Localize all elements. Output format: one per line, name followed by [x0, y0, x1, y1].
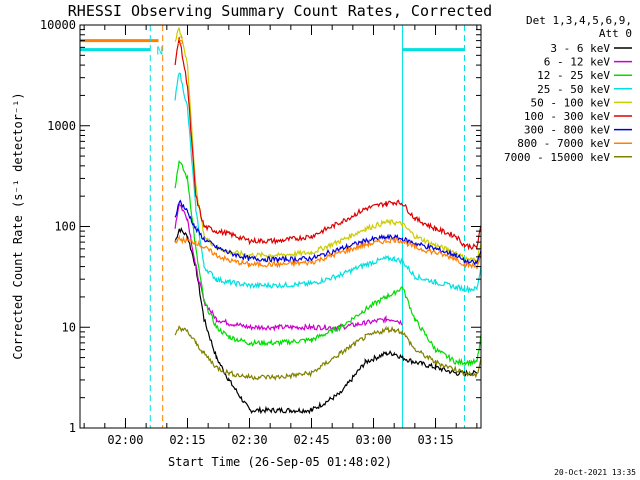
series-line [174, 199, 481, 267]
x-tick-label: 03:15 [417, 433, 453, 447]
x-tick-label: 02:30 [231, 433, 267, 447]
x-tick-label: 02:15 [169, 433, 205, 447]
legend-header: Det 1,3,4,5,6,9, [526, 14, 632, 27]
series-line [174, 72, 481, 294]
x-tick-label: 02:00 [107, 433, 143, 447]
annotation-label: S [177, 35, 184, 48]
series-line [174, 234, 481, 270]
y-tick-label: 1 [69, 421, 76, 435]
y-tick-label: 100 [54, 220, 76, 234]
annotation-label: N [156, 44, 163, 57]
chart-title: RHESSI Observing Summary Count Rates, Co… [68, 2, 492, 20]
x-tick-label: 02:45 [293, 433, 329, 447]
series-line [174, 325, 481, 381]
plot-area: SN [80, 25, 481, 428]
legend-header: Att 0 [599, 27, 632, 40]
legend-entry-label: 300 - 800 keV [524, 124, 610, 137]
legend-entry-label: 3 - 6 keV [550, 42, 610, 55]
legend-entry-label: 25 - 50 keV [537, 83, 610, 96]
legend-entry-label: 800 - 7000 keV [517, 137, 610, 150]
annotations: SN [156, 35, 183, 58]
series-line [174, 160, 481, 367]
series-lines [174, 27, 481, 415]
y-tick-label: 10000 [40, 18, 76, 32]
y-tick-label: 1000 [47, 119, 76, 133]
y-axis-label: Corrected Count Rate (s⁻¹ detector⁻¹) [11, 92, 25, 359]
legend-entry-label: 6 - 12 keV [544, 56, 611, 69]
x-axis: 02:00 02:15 02:30 02:45 03:00 03:15 [83, 25, 478, 447]
series-line [174, 204, 403, 332]
series-line [174, 27, 481, 265]
legend-entry-label: 7000 - 15000 keV [504, 151, 610, 164]
legend-entry-label: 100 - 300 keV [524, 110, 610, 123]
legend-entry-label: 12 - 25 keV [537, 69, 610, 82]
x-axis-label: Start Time (26-Sep-05 01:48:02) [168, 455, 392, 469]
timestamp: 20-Oct-2021 13:35 [554, 468, 636, 477]
series-line [174, 37, 481, 251]
y-tick-label: 10 [62, 320, 76, 334]
y-axis: 1 10 100 1000 10000 [40, 18, 481, 435]
legend-entry-label: 50 - 100 keV [531, 96, 611, 109]
x-tick-label: 03:00 [355, 433, 391, 447]
